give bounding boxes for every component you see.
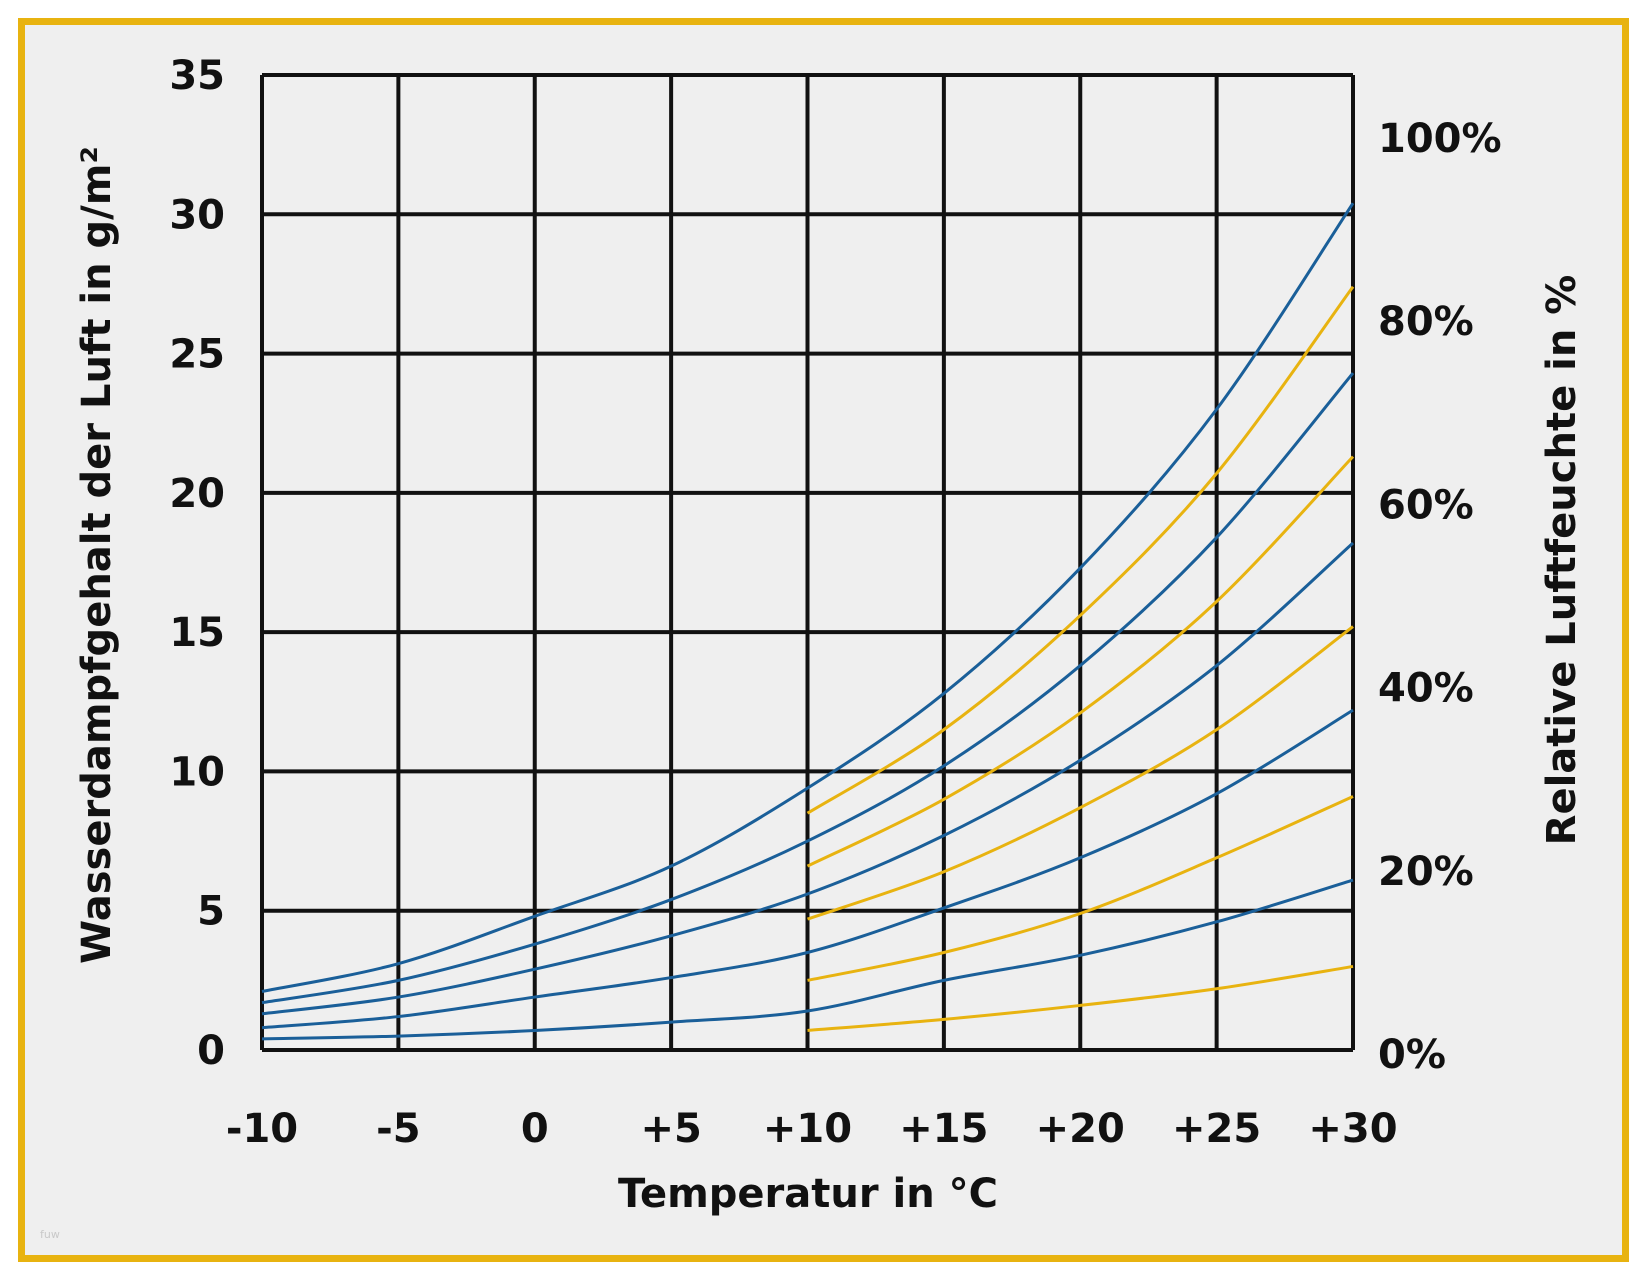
y2-tick-labels: 0% 20% 40% 60% 80% 100% — [1378, 116, 1502, 1078]
series-line-70-percent — [806, 455, 1355, 868]
series-line-60-percent — [261, 541, 1355, 1016]
series-lines — [261, 202, 1355, 1041]
grid — [260, 73, 1355, 1052]
y-tick-label: 10 — [169, 749, 225, 795]
x-tick-label: -10 — [226, 1106, 298, 1152]
series-line-90-percent — [806, 285, 1355, 815]
y-axis-title: Wasserdampfgehalt der Luft in g/m² — [74, 146, 120, 964]
x-tick-label: +5 — [640, 1106, 701, 1152]
y2-tick-label: 0% — [1378, 1032, 1446, 1078]
y-tick-label: 20 — [169, 471, 225, 517]
x-tick-label: +30 — [1308, 1106, 1397, 1152]
y2-tick-label: 80% — [1378, 299, 1474, 345]
y-tick-label: 5 — [197, 889, 225, 935]
x-tick-label: +10 — [763, 1106, 852, 1152]
x-tick-label: +15 — [899, 1106, 988, 1152]
y-tick-label: 35 — [169, 53, 225, 99]
series-line-20-percent — [261, 878, 1354, 1041]
series-line-100-percent — [261, 202, 1355, 993]
y2-tick-label: 20% — [1378, 849, 1474, 895]
y-tick-label: 0 — [197, 1028, 225, 1074]
y-tick-label: 15 — [169, 610, 225, 656]
chart-panel — [18, 18, 1629, 1262]
x-tick-label: +20 — [1036, 1106, 1125, 1152]
y2-axis-title: Relative Luftfeuchte in % — [1539, 275, 1585, 846]
y-tick-label: 25 — [169, 332, 225, 378]
y-tick-labels: 0 5 10 15 20 25 30 35 — [169, 53, 225, 1074]
series-line-30-percent — [807, 795, 1354, 982]
y2-tick-label: 40% — [1378, 666, 1474, 712]
x-tick-label: +25 — [1172, 1106, 1261, 1152]
x-tick-labels: -10 -5 0 +5 +10 +15 +20 +25 +30 — [226, 1106, 1398, 1152]
y2-tick-label: 100% — [1378, 116, 1502, 162]
series-line-40-percent — [261, 708, 1354, 1030]
x-tick-label: 0 — [521, 1106, 549, 1152]
series-line-50-percent — [807, 625, 1354, 921]
watermark: fuw — [40, 1228, 60, 1241]
series-line-10-percent — [807, 964, 1354, 1032]
series-line-80-percent — [261, 372, 1355, 1005]
y2-tick-label: 60% — [1378, 482, 1474, 528]
x-axis-title: Temperatur in °C — [618, 1171, 998, 1217]
x-tick-label: -5 — [376, 1106, 420, 1152]
y-tick-label: 30 — [169, 192, 225, 238]
